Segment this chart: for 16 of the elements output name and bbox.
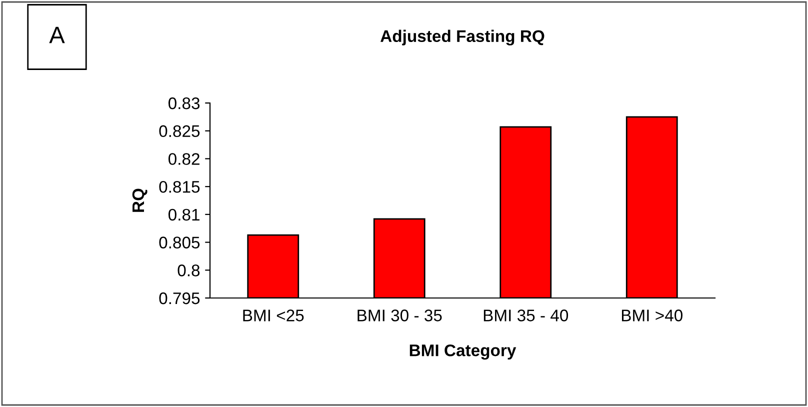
y-tick-label: 0.81 [168,208,200,221]
y-axis-title: RQ [132,188,148,212]
chart-title: Adjusted Fasting RQ [380,30,544,46]
x-tick-label: BMI 30 - 35 [358,310,442,322]
y-tick-label: 0.805 [159,236,200,248]
x-tick-label: BMI 35 - 40 [484,310,568,322]
y-tick-label: 0.795 [159,292,200,304]
y-tick-label: 0.825 [159,125,200,138]
y-tick-label: 0.82 [168,153,200,165]
text: A [49,26,65,44]
x-tick-label: BMI <25 [243,310,304,322]
y-tick-label: 0.815 [159,180,200,193]
y-tick-label: 0.8 [178,264,200,276]
x-tick-label: BMI >40 [622,310,682,322]
y-tick-label: 0.83 [168,97,200,110]
x-axis-title: BMI Category [410,344,516,360]
